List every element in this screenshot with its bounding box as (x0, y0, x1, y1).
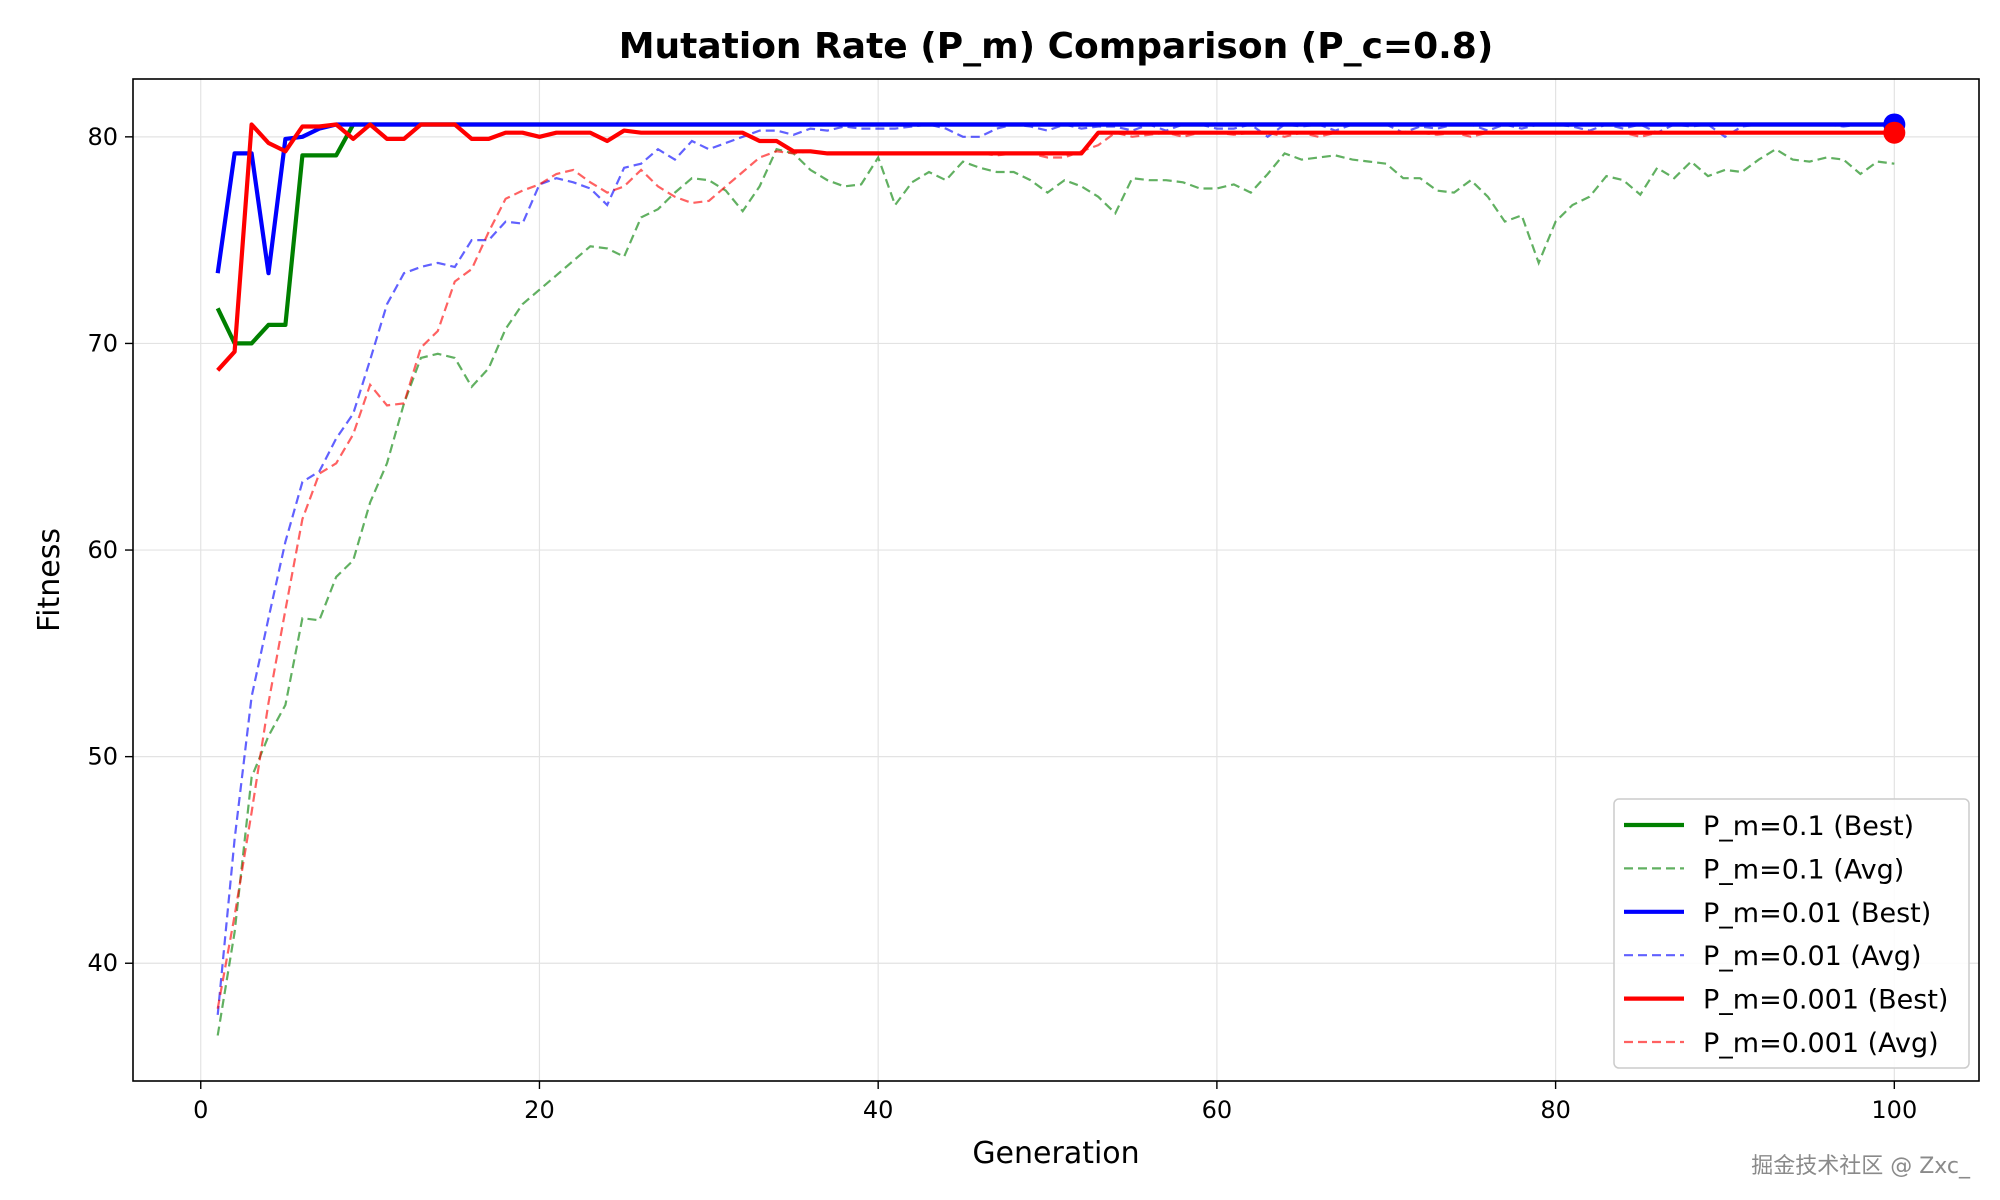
legend-label: P_m=0.1 (Best) (1703, 811, 1914, 842)
legend-label: P_m=0.1 (Avg) (1703, 854, 1904, 885)
x-tick-label: 20 (524, 1096, 555, 1124)
y-tick-label: 70 (87, 329, 118, 357)
x-tick-label: 100 (1871, 1096, 1917, 1124)
x-axis-label: Generation (972, 1136, 1139, 1171)
legend: P_m=0.1 (Best) P_m=0.1 (Avg) P_m=0.01 (Bes… (1613, 798, 1970, 1069)
grid (133, 79, 1979, 1081)
series-line-p-m-0-001-best (216, 122, 1895, 372)
legend-label: P_m=0.01 (Best) (1703, 898, 1931, 929)
y-tick-label: 50 (87, 743, 118, 771)
axes: 0 20 40 60 80 100 40 50 60 70 80 (87, 123, 1917, 1124)
chart-title: Mutation Rate (P_m) Comparison (P_c=0.8) (619, 26, 1494, 67)
x-tick-label: 40 (863, 1096, 894, 1124)
y-axis-label: Fitness (32, 528, 67, 632)
y-tick-label: 80 (87, 123, 118, 151)
y-tick-label: 60 (87, 536, 118, 564)
legend-label: P_m=0.001 (Avg) (1703, 1028, 1939, 1059)
x-tick-label: 60 (1202, 1096, 1233, 1124)
series-lines (215, 113, 1906, 1036)
legend-box (1613, 798, 1970, 1069)
watermark: 掘金技术社区 @ Zxc_ (1751, 1154, 1970, 1179)
plot-frame (132, 78, 1980, 1082)
series-line-p-m-0-01-best (215, 122, 1895, 276)
legend-label: P_m=0.01 (Avg) (1703, 941, 1921, 972)
series-line-p-m-0-1-avg (216, 147, 1895, 1036)
x-tick-label: 0 (193, 1096, 208, 1124)
y-tick-label: 40 (87, 949, 118, 977)
legend-label: P_m=0.001 (Best) (1703, 985, 1948, 1016)
series-line-p-m-0-001-avg (216, 131, 1895, 1009)
x-tick-label: 80 (1540, 1096, 1571, 1124)
final-marker-p-m-0-001-best (1883, 121, 1906, 144)
